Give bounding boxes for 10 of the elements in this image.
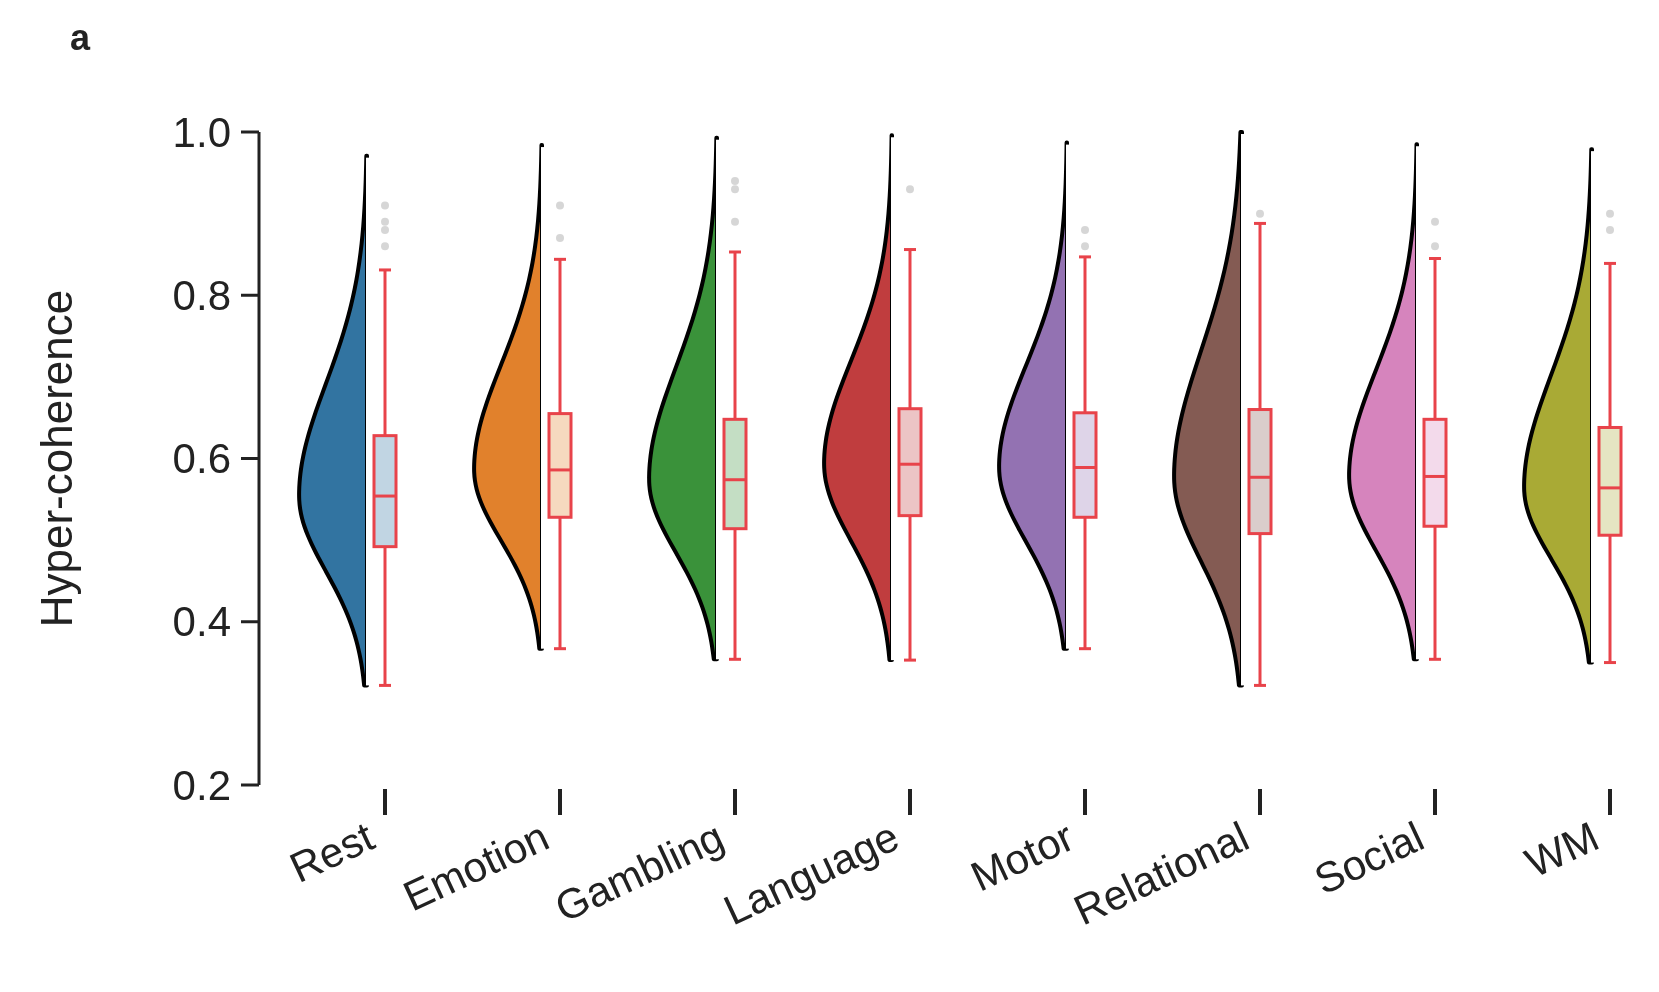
y-tick-label: 1.0	[172, 108, 231, 156]
x-tick-label: Rest	[282, 812, 382, 892]
y-tick-label: 0.2	[172, 761, 231, 809]
x-tick-label: WM	[1518, 812, 1606, 887]
y-tick-label: 0.8	[172, 271, 231, 319]
x-tick-label: Social	[1307, 812, 1431, 904]
chart-title: a	[70, 17, 91, 58]
y-tick-label: 0.6	[172, 435, 231, 483]
y-tick-label: 0.4	[172, 598, 231, 646]
y-axis-title: Hyper-coherence	[32, 289, 81, 628]
